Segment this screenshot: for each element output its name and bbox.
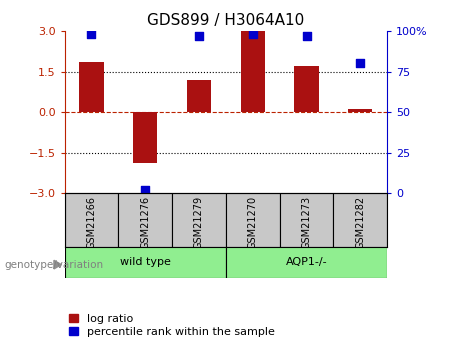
Title: GDS899 / H3064A10: GDS899 / H3064A10 — [147, 13, 305, 29]
Bar — [241, 31, 265, 112]
Text: genotype/variation: genotype/variation — [5, 260, 104, 269]
Text: GSM21270: GSM21270 — [248, 196, 258, 249]
Text: GSM21273: GSM21273 — [301, 196, 312, 249]
Bar — [348, 109, 372, 112]
Bar — [226, 193, 280, 247]
Bar — [280, 193, 333, 247]
Text: AQP1-/-: AQP1-/- — [286, 257, 327, 267]
Bar — [79, 62, 104, 112]
Text: GSM21266: GSM21266 — [86, 196, 96, 249]
Point — [249, 31, 256, 37]
Point — [303, 33, 310, 39]
Text: GSM21276: GSM21276 — [140, 196, 150, 249]
Text: wild type: wild type — [120, 257, 171, 267]
Bar — [333, 193, 387, 247]
Point — [88, 31, 95, 37]
Bar — [65, 193, 118, 247]
Bar — [226, 247, 387, 278]
Bar — [133, 112, 157, 164]
Text: GSM21282: GSM21282 — [355, 196, 366, 249]
Point — [142, 187, 149, 193]
Text: GSM21279: GSM21279 — [194, 196, 204, 249]
Bar — [65, 247, 226, 278]
Bar — [295, 66, 319, 112]
Bar — [118, 193, 172, 247]
Bar — [172, 193, 226, 247]
Legend: log ratio, percentile rank within the sample: log ratio, percentile rank within the sa… — [65, 309, 279, 342]
Point — [195, 33, 203, 39]
Point — [357, 61, 364, 66]
Bar — [187, 80, 211, 112]
